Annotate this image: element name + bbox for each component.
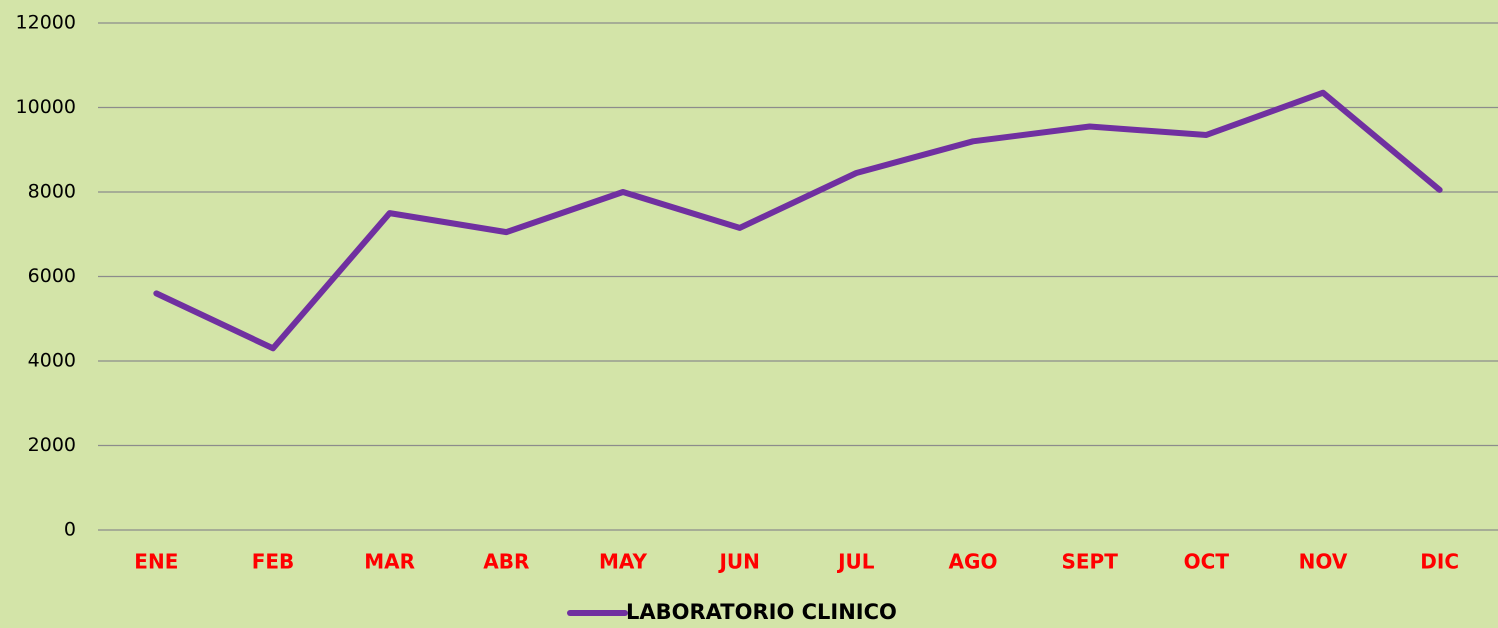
x-tick-label: JUL xyxy=(836,550,875,574)
y-tick-label: 12000 xyxy=(16,12,76,34)
y-tick-label: 0 xyxy=(64,519,76,541)
x-tick-label: SEPT xyxy=(1061,550,1118,574)
x-tick-label: NOV xyxy=(1299,550,1348,574)
x-tick-label: JUN xyxy=(717,550,759,574)
x-tick-label: ENE xyxy=(134,550,178,574)
x-tick-label: MAR xyxy=(364,550,415,574)
x-tick-label: FEB xyxy=(252,550,295,574)
legend-label: LABORATORIO CLINICO xyxy=(626,600,897,624)
y-tick-label: 6000 xyxy=(28,265,76,287)
data-line xyxy=(153,89,1443,352)
y-tick-label: 2000 xyxy=(28,434,76,456)
x-tick-label: DIC xyxy=(1420,550,1459,574)
x-tick-label: AGO xyxy=(949,550,998,574)
y-tick-label: 8000 xyxy=(28,181,76,203)
x-tick-label: MAY xyxy=(599,550,647,574)
x-tick-label: OCT xyxy=(1184,550,1230,574)
y-tick-label: 4000 xyxy=(28,350,76,372)
x-tick-label: ABR xyxy=(483,550,529,574)
y-tick-label: 10000 xyxy=(16,96,76,118)
